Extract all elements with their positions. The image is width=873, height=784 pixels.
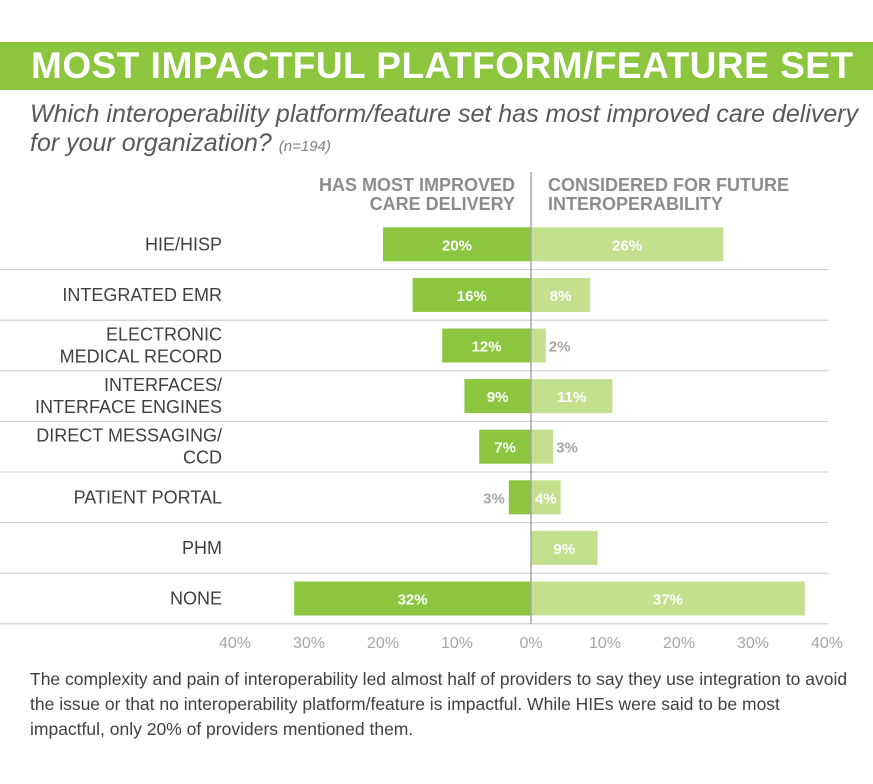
data-label-right: 26% xyxy=(612,237,642,254)
category-label: PHM xyxy=(182,538,222,558)
data-label-left: 9% xyxy=(487,389,509,406)
data-label-left: 7% xyxy=(494,440,516,457)
footer-summary: The complexity and pain of interoperabil… xyxy=(30,669,848,739)
bar-right xyxy=(531,581,805,616)
data-label-left: 16% xyxy=(457,288,487,305)
category-label: HIE/HISP xyxy=(145,234,222,254)
data-label-right: 11% xyxy=(557,389,586,406)
data-label-right: 4% xyxy=(535,490,557,507)
x-tick-label: 0% xyxy=(519,635,542,652)
bar-right xyxy=(531,429,554,464)
category-label: NONE xyxy=(170,589,222,609)
bar-right xyxy=(531,277,591,312)
x-tick-label: 40% xyxy=(219,635,251,652)
x-tick-label: 30% xyxy=(293,635,325,652)
sample-size: (n=194) xyxy=(278,138,331,155)
data-label-left: 32% xyxy=(398,592,428,609)
category-label: DIRECT MESSAGING/CCD xyxy=(36,426,222,468)
x-tick-label: 40% xyxy=(811,635,843,652)
data-label-right: 2% xyxy=(549,339,571,356)
bar-left xyxy=(294,581,531,616)
category-label: INTERFACES/INTERFACE ENGINES xyxy=(35,375,222,417)
bar-left xyxy=(479,429,531,464)
survey-question: Which interoperability platform/feature … xyxy=(30,100,860,161)
x-tick-label: 10% xyxy=(589,635,621,652)
bar-right xyxy=(531,227,724,262)
bar-left xyxy=(464,379,531,414)
bar-right xyxy=(531,480,561,515)
data-label-left: 12% xyxy=(472,339,502,356)
x-tick-label: 20% xyxy=(367,635,399,652)
x-tick-label: 10% xyxy=(441,635,473,652)
data-label-right: 8% xyxy=(550,288,572,305)
x-tick-label: 20% xyxy=(663,635,695,652)
bar-left xyxy=(442,328,531,363)
category-label: INTEGRATED EMR xyxy=(62,285,222,305)
x-tick-label: 30% xyxy=(737,635,769,652)
chart-title-banner: MOST IMPACTFUL PLATFORM/FEATURE SET xyxy=(0,42,873,90)
bar-left xyxy=(508,480,531,515)
question-text: Which interoperability platform/feature … xyxy=(30,100,859,157)
data-label-left: 3% xyxy=(483,490,505,507)
data-label-left: 20% xyxy=(442,237,472,254)
bar-left xyxy=(412,277,531,312)
data-label-right: 9% xyxy=(553,541,575,558)
category-label: PATIENT PORTAL xyxy=(74,487,222,507)
bar-right xyxy=(531,328,546,363)
category-label: ELECTRONIC MEDICAL RECORD xyxy=(60,325,222,367)
right-column-header: CONSIDERED FOR FUTURE INTEROPERABILITY xyxy=(548,175,790,214)
bar-right xyxy=(531,379,613,414)
bar-right xyxy=(531,530,598,565)
bar-left xyxy=(383,227,531,262)
data-label-right: 37% xyxy=(653,592,683,609)
data-label-right: 3% xyxy=(556,440,578,457)
left-column-header: HAS MOST IMPROVED CARE DELIVERY xyxy=(318,175,515,214)
